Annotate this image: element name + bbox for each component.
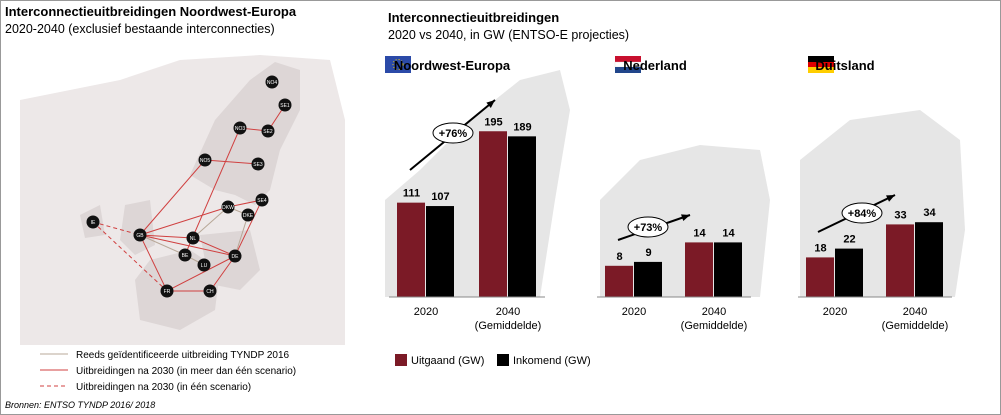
bar	[886, 224, 914, 297]
annotation: +76%	[439, 128, 468, 140]
map-node-label: SE3	[253, 162, 263, 168]
map-node	[265, 75, 279, 89]
x-tick-note: (Gemiddelde)	[475, 320, 542, 332]
bar	[806, 257, 834, 297]
x-tick-label: 2020	[823, 306, 847, 318]
x-tick-label: 2040	[496, 306, 520, 318]
map-node	[178, 248, 192, 262]
map-node-label: DE	[232, 254, 240, 260]
chart-title: Duitsland	[815, 58, 874, 73]
map-node	[221, 200, 235, 214]
x-tick-label: 2020	[414, 306, 438, 318]
map-node-label: DKW	[222, 205, 234, 211]
arrow-head	[681, 214, 690, 222]
bar	[714, 242, 742, 297]
map-node	[198, 153, 212, 167]
legend-label: Inkomend (GW)	[513, 355, 591, 367]
value-label: 18	[814, 242, 826, 254]
map-node	[255, 193, 269, 207]
annotation-bubble	[627, 216, 669, 238]
map-node-label: CH	[206, 289, 214, 295]
map-node-label: NO4	[267, 80, 278, 86]
annotation-bubble	[432, 122, 474, 144]
bar	[835, 248, 863, 297]
annotation-bubble	[841, 202, 883, 224]
map-legend: Reeds geïdentificeerde uitbreiding TYNDP…	[76, 350, 290, 361]
subtitle: 2020 vs 2040, in GW (ENTSO-E projecties)	[388, 28, 629, 42]
map-node-label: SE4	[257, 198, 267, 204]
value-label: 34	[923, 207, 936, 219]
map-node	[233, 121, 247, 135]
value-label: 33	[894, 209, 906, 221]
bar	[634, 261, 662, 297]
map-node	[203, 284, 217, 298]
x-tick-label: 2040	[702, 306, 726, 318]
value-label: 107	[431, 191, 449, 203]
value-label: 14	[693, 227, 706, 239]
map-node-label: IE	[91, 220, 96, 226]
left-title: Interconnectieuitbreidingen Noordwest-Eu…	[5, 4, 297, 19]
value-label: 8	[616, 251, 622, 263]
legend-label: Uitgaand (GW)	[411, 355, 484, 367]
legend-swatch	[497, 354, 509, 366]
map-node-label: BE	[182, 253, 189, 259]
value-label: 14	[722, 227, 735, 239]
chart-title: Noordwest-Europa	[394, 58, 511, 73]
map-node-label: SE2	[263, 129, 273, 135]
bar	[605, 265, 633, 297]
bar	[508, 136, 536, 297]
map-node-label: DKE	[243, 213, 254, 219]
flags	[385, 56, 834, 73]
map-node	[160, 284, 174, 298]
source: Bronnen: ENTSO TYNDP 2016/ 2018	[5, 400, 155, 410]
map-node-label: LU	[201, 263, 208, 269]
value-label: 9	[645, 247, 651, 259]
map-node	[86, 215, 100, 229]
map-node	[241, 208, 255, 222]
bar	[479, 131, 507, 297]
x-tick-note: (Gemiddelde)	[681, 320, 748, 332]
arrow-head	[486, 100, 495, 108]
annotation: +84%	[848, 208, 877, 220]
arrow-head	[886, 195, 895, 202]
map-node-label: NO5	[200, 158, 211, 164]
bar	[397, 202, 425, 297]
map-node	[251, 157, 265, 171]
left-subtitle: 2020-2040 (exclusief bestaande interconn…	[5, 22, 275, 36]
x-tick-label: 2040	[903, 306, 927, 318]
map-node-label: GB	[136, 233, 144, 239]
map-node	[197, 258, 211, 272]
legend-swatch	[395, 354, 407, 366]
value-label: 195	[484, 116, 502, 128]
value-label: 189	[513, 121, 531, 133]
value-label: 111	[403, 188, 420, 200]
x-tick-label: 2020	[622, 306, 646, 318]
bar	[915, 222, 943, 297]
map-legend: Uitbreidingen na 2030 (in één scenario)	[76, 382, 251, 393]
annotation: +73%	[634, 222, 663, 234]
title: Interconnectieuitbreidingen	[388, 10, 559, 25]
map-node	[133, 228, 147, 242]
map-node-label: NL	[190, 236, 197, 242]
map-node	[261, 124, 275, 138]
x-tick-note: (Gemiddelde)	[882, 320, 949, 332]
map-legend: Uitbreidingen na 2030 (in meer dan één s…	[76, 366, 296, 377]
map-node	[228, 249, 242, 263]
value-label: 22	[843, 234, 855, 246]
bar	[426, 206, 454, 297]
map-node	[186, 231, 200, 245]
bar	[685, 242, 713, 297]
map-node-label: NO3	[235, 126, 246, 132]
map-node	[278, 98, 292, 112]
chart-title: Nederland	[623, 58, 687, 73]
map-node-label: SE1	[280, 103, 290, 109]
map-node-label: FR	[164, 289, 171, 295]
